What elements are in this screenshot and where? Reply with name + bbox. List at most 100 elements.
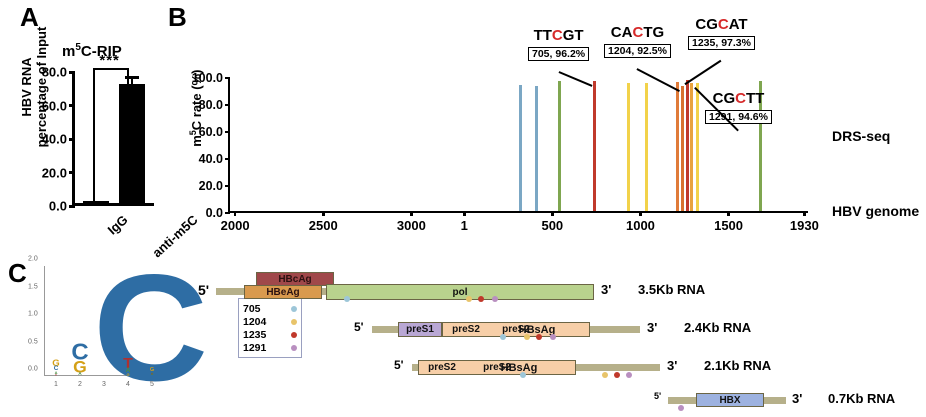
logo-x-tick-label: 5 <box>150 381 154 388</box>
motif-methylated-c: C <box>551 27 563 44</box>
legend-label: 1235 <box>243 328 267 341</box>
panel-a-x-tick-label: IgG <box>104 212 132 238</box>
panel-b-y-tick-label: 0.0 <box>205 206 223 220</box>
three-prime-label: 3' <box>647 320 658 335</box>
panel-b-y-tick-label: 60.0 <box>198 125 223 139</box>
m5c-site-bar <box>686 79 689 211</box>
m5c-site-dot-1235 <box>478 296 484 302</box>
panel-c-letter: C <box>8 258 27 288</box>
motif-suffix: AT <box>728 16 748 33</box>
panel-b-x-tick <box>727 211 730 216</box>
panel-b-y-axis-label-sup: 5 <box>187 130 198 136</box>
panel-b-x-tick <box>410 211 413 216</box>
panel-b-letter: B <box>168 2 187 32</box>
gene-feature-pres2: preS2 <box>418 360 576 375</box>
logo-x-axis <box>44 375 164 376</box>
gene-feature-hbx: HBX <box>696 393 764 407</box>
motif-prefix: CA <box>610 24 633 41</box>
m5c-site-annotation: CGCAT 1235, 97.3% <box>688 16 755 51</box>
panel-b-plot-area: 0.0 20.0 40.0 60.0 80.0 100.0 2000 2500 3000 1 500… <box>192 71 819 233</box>
motif-suffix: TG <box>643 24 665 41</box>
motif-sequence: CGCAT <box>688 16 755 33</box>
motif-prefix: CG <box>712 90 736 107</box>
legend-item: 1235 <box>243 328 297 341</box>
logo-y-tick-label: 0.0 <box>28 365 38 373</box>
panel-b-x-tick-label: 2000 <box>220 218 250 233</box>
rna-transcript-map: 705 1204 1235 1291 HBcAg HBeAg pol 5' 3' 3.5Kb R… <box>160 250 926 411</box>
legend-color-dot <box>291 305 297 312</box>
five-prime-label: 5' <box>198 282 210 298</box>
gene-feature-pres2-label: preS2 <box>452 324 480 335</box>
logo-letter-C: C <box>71 339 89 366</box>
panel-a-bar <box>119 84 146 203</box>
panel-b-x-tick-label: 1 <box>460 218 468 233</box>
panel-c: C 0.0 0.5 1.0 1.5 2.0 G C A T 1 C G A 2 C 3 T A G 4 G A T 5 <box>0 242 209 413</box>
gene-feature-pres1: preS1 <box>398 322 442 337</box>
panel-a-y-tick-label: 20.0 <box>41 165 67 180</box>
panel-b-x-tick <box>233 211 237 216</box>
logo-letter-A: A <box>54 370 58 375</box>
logo-letter-C: C <box>53 364 59 372</box>
logo-y-tick-label: 1.5 <box>28 283 38 290</box>
five-prime-label: 5' <box>354 320 364 334</box>
logo-letter-A: A <box>125 367 131 374</box>
motif-suffix: TT <box>745 90 765 107</box>
panel-b-y-tick <box>225 157 230 161</box>
panel-b-y-tick-label: 20.0 <box>198 179 223 193</box>
motif-prefix: TT <box>533 27 552 44</box>
panel-b-y-tick-label: 100.0 <box>191 71 223 85</box>
rna-transcript-row: preS1 preS2 preS2 HBsAg 5' 3' 2.4Kb RNA <box>160 312 926 346</box>
panel-b-y-tick <box>225 76 230 80</box>
m5c-site-dot-1204 <box>524 334 530 340</box>
logo-letter-A: A <box>78 371 82 377</box>
logo-letter-C: C <box>93 242 209 413</box>
site-rate-box: 705, 96.2% <box>528 47 590 61</box>
m5c-site-bar <box>695 83 699 211</box>
logo-x-tick-label: 4 <box>126 381 130 388</box>
m5c-site-dot-1235 <box>614 372 620 378</box>
panel-b-x-tick-label: 3000 <box>396 218 426 233</box>
panel-b-y-tick <box>225 103 230 107</box>
legend-label: 705 <box>243 302 261 315</box>
panel-a-title-post: C-RIP <box>80 43 122 60</box>
m5c-site-annotation: CACTG 1204, 92.5% <box>604 24 671 59</box>
site-rate-box: 1235, 97.3% <box>688 36 755 50</box>
transcript-name: 0.7Kb RNA <box>828 391 896 406</box>
significance-bracket <box>93 67 130 202</box>
panel-a-title: m5C-RIP <box>62 42 122 60</box>
transcript-name: 2.1Kb RNA <box>704 358 772 373</box>
logo-letter-T: T <box>123 355 133 372</box>
motif-sequence: TTCGT <box>528 27 589 44</box>
logo-y-axis <box>44 266 45 376</box>
legend-item: 1291 <box>243 341 297 354</box>
legend-item: 705 <box>243 302 297 315</box>
logo-y-tick-label: 1.0 <box>28 310 38 318</box>
panel-b-x-tick <box>463 211 466 216</box>
hbv-genome-label: HBV genome <box>832 203 920 219</box>
panel-a-y-tick-label: 0.0 <box>48 198 67 214</box>
m5c-site-annotation: TTCGT 705, 96.2% <box>528 27 590 62</box>
three-prime-label: 3' <box>601 282 612 297</box>
m5c-site-dot-1204 <box>466 296 472 302</box>
panel-b-x-tick-label: 1500 <box>714 218 744 233</box>
panel-a-y-tick <box>69 204 75 208</box>
logo-letter-T: T <box>55 372 57 377</box>
panel-a-bar <box>83 201 110 203</box>
panel-a-letter: A <box>20 2 39 32</box>
rna-transcript-row: preS2 preS2 HBsAg 5' 3' 2.1Kb RNA <box>160 350 926 384</box>
site-rate-box-wrap: 705, 96.2% <box>528 44 590 62</box>
panel-a-y-tick <box>69 137 75 141</box>
logo-y-tick-label: 0.5 <box>28 338 38 345</box>
panel-a-y-axis-label-line1: HBV RNA <box>19 57 34 117</box>
m5c-site-dot-1291 <box>550 334 556 340</box>
logo-x-tick-label: 3 <box>102 381 106 388</box>
transcript-name: 2.4Kb RNA <box>684 320 752 335</box>
panel-b-x-tick <box>322 211 325 216</box>
panel-a-error-bar <box>131 78 134 85</box>
three-prime-label: 3' <box>792 391 803 406</box>
panel-a-y-tick-label: 60.0 <box>41 98 67 113</box>
five-prime-label: 5' <box>654 391 662 401</box>
